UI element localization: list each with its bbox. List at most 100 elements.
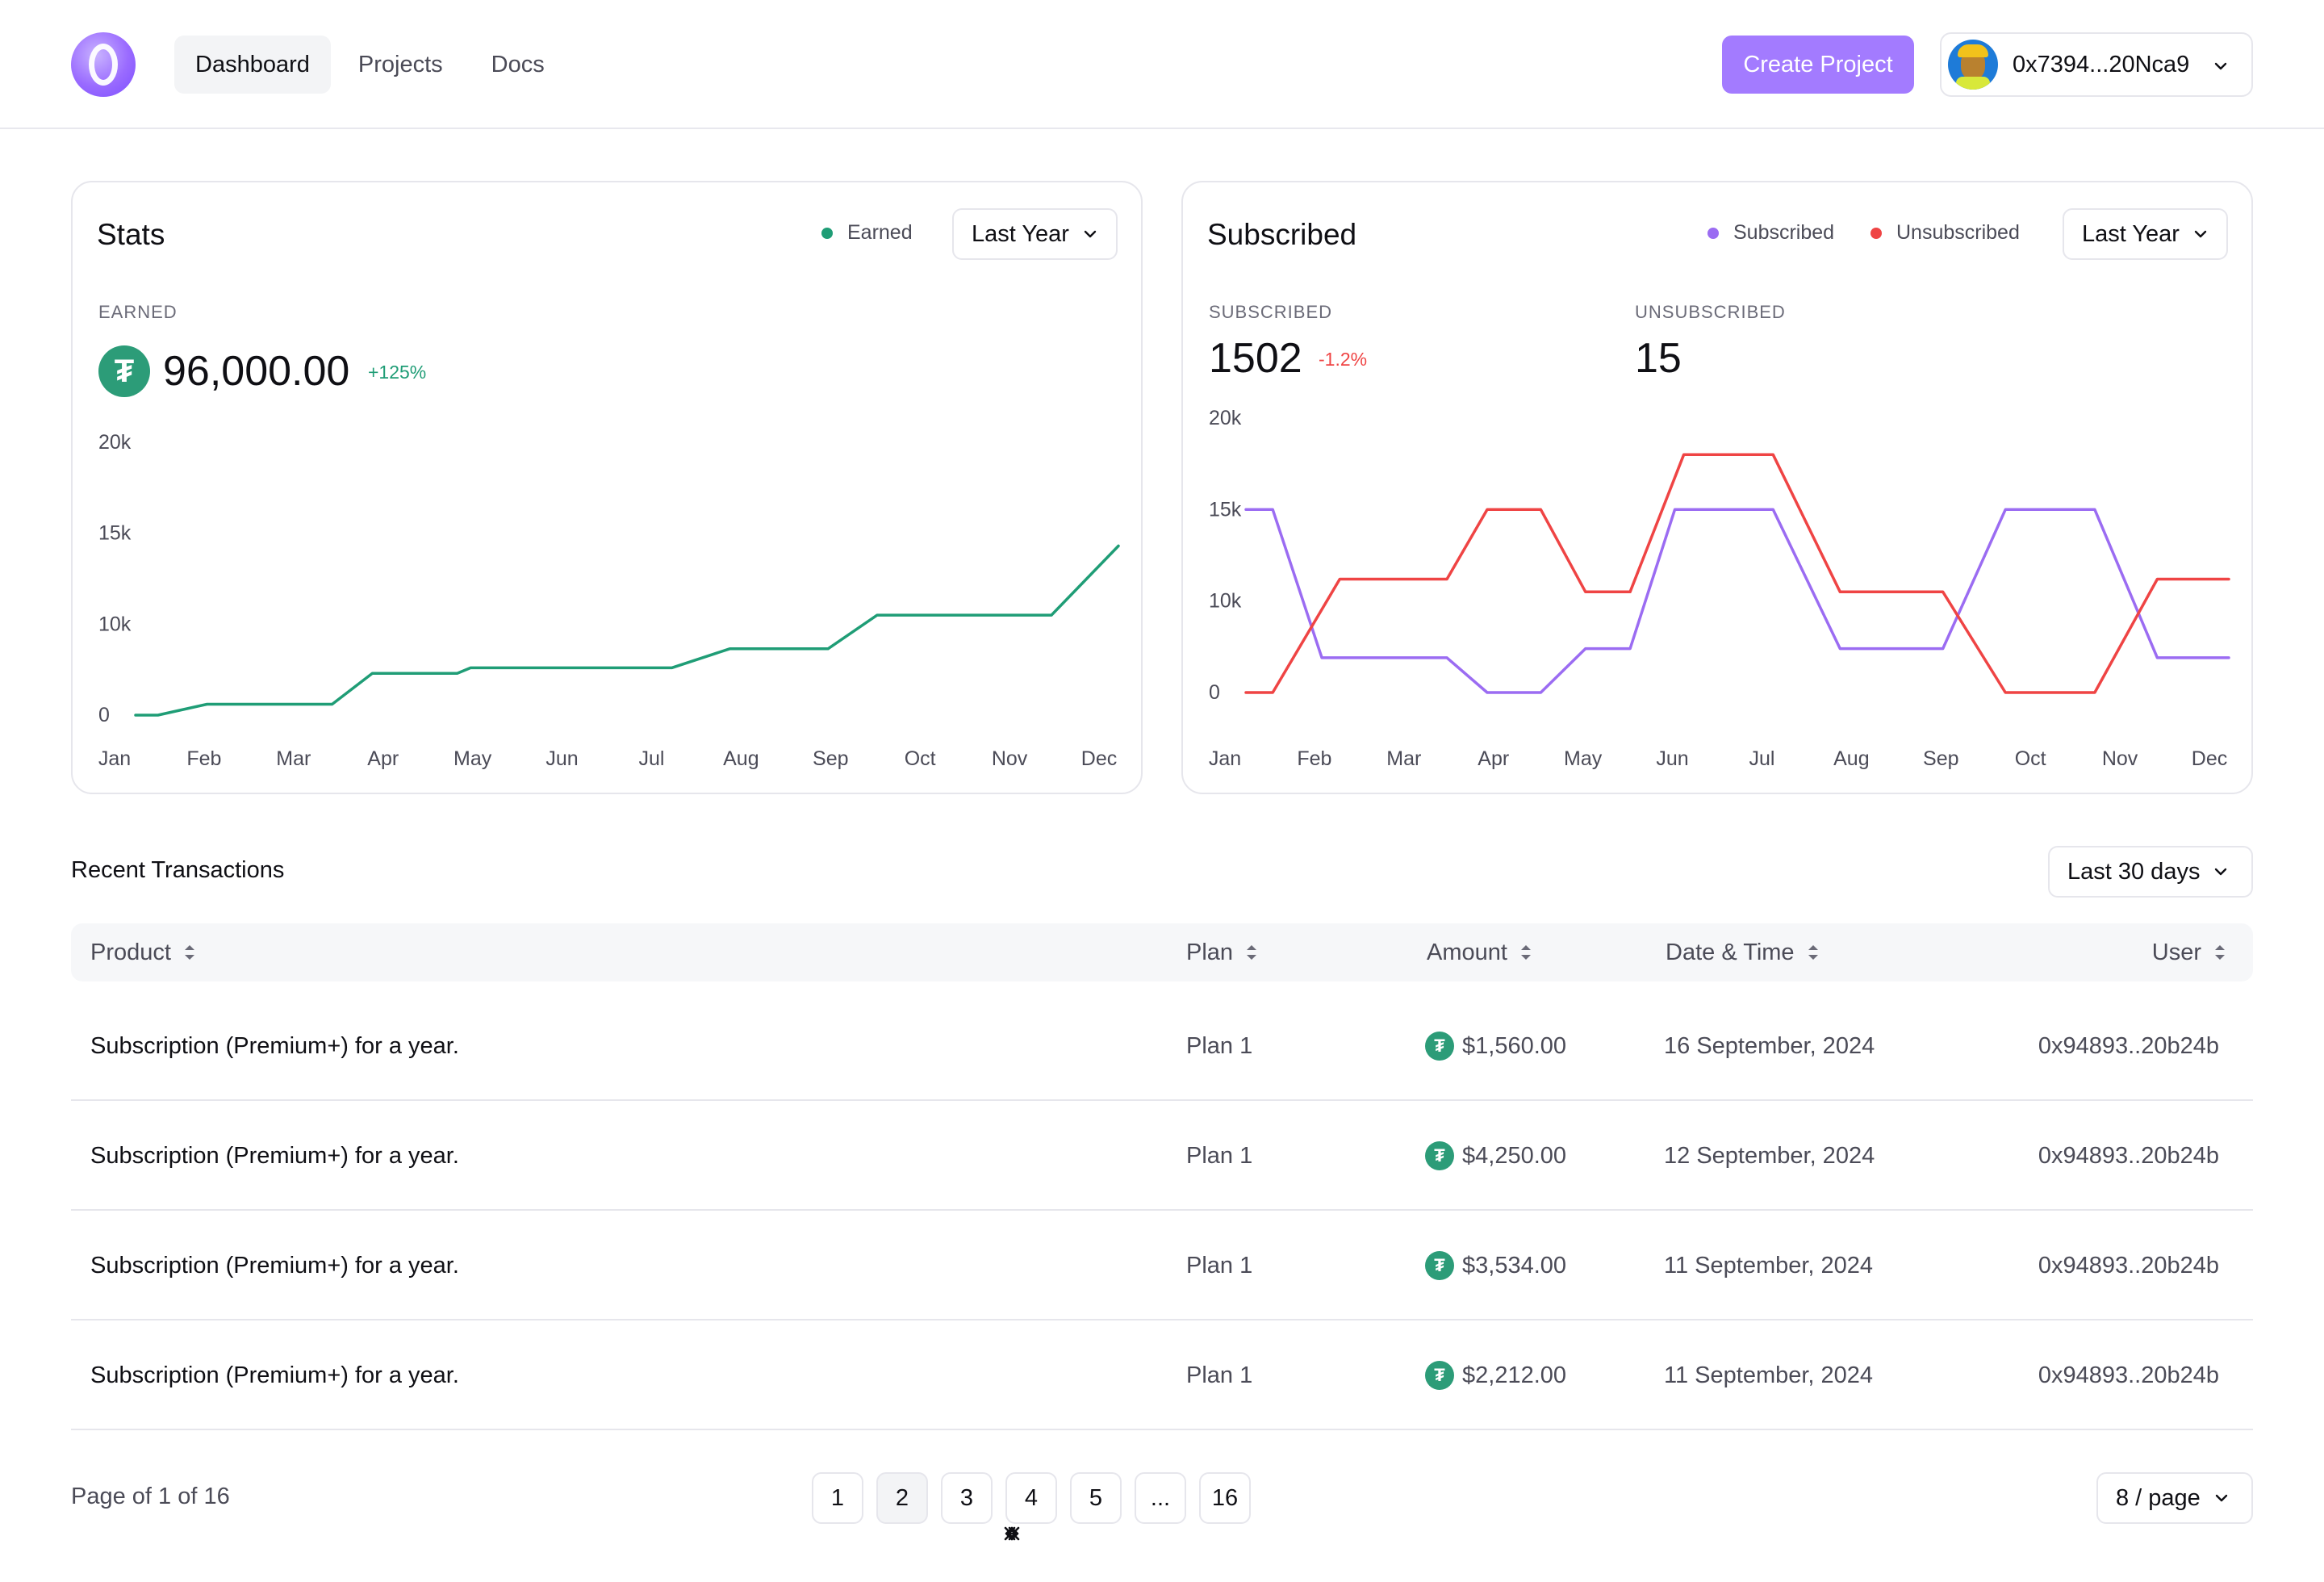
sort-icon (1520, 945, 1531, 960)
earned-chart: 0 10k 15k 20k Jan Feb Mar Apr May Jun Jul Aug Sep Oct… (98, 431, 1120, 770)
cell-amount: ₮ $2,212.00 (1425, 1320, 1566, 1430)
amount-value: $1,560.00 (1462, 1032, 1567, 1059)
subscribed-range-value: Last Year (2082, 220, 2180, 247)
page-info: Page of 1 of 16 (71, 1484, 230, 1509)
column-label: Plan (1186, 939, 1234, 965)
cell-amount: ₮ $1,560.00 (1425, 991, 1566, 1101)
chevron-down-icon (2215, 1494, 2228, 1502)
cell-user: 0x94893..20b24b (2038, 1032, 2219, 1059)
cell-product: Subscription (Premium+) for a year. (90, 1142, 459, 1169)
sort-icon (2215, 945, 2225, 960)
x-tick-label: Sep (813, 747, 848, 770)
legend-dot-icon (1870, 227, 1882, 239)
series-line-unsubscribed (1244, 453, 2230, 694)
per-page-value: 8 / page (2116, 1484, 2201, 1511)
page-ellipsis[interactable]: ... (1135, 1472, 1186, 1524)
stats-range-value: Last Year (972, 220, 1069, 247)
x-tick-label: Feb (1297, 747, 1331, 770)
per-page-select[interactable]: 8 / page (2096, 1472, 2253, 1524)
series-line-subscribed (1244, 508, 2230, 694)
column-date[interactable]: Date & Time (1666, 923, 1820, 981)
table-row[interactable]: Subscription (Premium+) for a year. Plan… (71, 1101, 2253, 1211)
table-row[interactable]: Subscription (Premium+) for a year. Plan… (71, 991, 2253, 1101)
cell-product: Subscription (Premium+) for a year. (90, 1032, 459, 1059)
tether-icon: ₮ (1425, 1141, 1454, 1170)
x-tick-label: Aug (723, 747, 759, 770)
cell-plan: Plan 1 (1186, 1252, 1253, 1279)
create-project-button[interactable]: Create Project (1722, 36, 1914, 94)
chevron-right-icon (1008, 1526, 1017, 1541)
subscribed-title: Subscribed (1207, 218, 1357, 251)
page-button-16[interactable]: 16 (1199, 1472, 1251, 1524)
main-nav: Dashboard Projects Docs (174, 36, 566, 94)
column-user[interactable]: User (2152, 923, 2227, 981)
subscribed-chart: 0 10k 15k 20k Jan Feb Mar Apr May Jun Jul Aug Sep Oct… (1209, 407, 2230, 770)
page-button-2[interactable]: 2 (876, 1472, 928, 1524)
stats-range-select[interactable]: Last Year (952, 208, 1118, 260)
wallet-dropdown[interactable]: 0x7394...20Nca9 (1940, 32, 2253, 97)
stats-card: Stats Earned Last Year EARNED ₮ 96,000.0… (71, 181, 1143, 794)
tether-icon: ₮ (98, 345, 150, 397)
cell-date: 16 September, 2024 (1664, 1032, 1875, 1059)
page-button-1[interactable]: 1 (812, 1472, 863, 1524)
cell-plan: Plan 1 (1186, 1362, 1253, 1388)
subscribed-delta: -1.2% (1319, 349, 1368, 370)
column-label: Product (90, 939, 171, 965)
transactions-range-select[interactable]: Last 30 days (2048, 846, 2253, 898)
legend-dot-icon (1707, 227, 1719, 239)
next-page-button[interactable] (986, 1508, 1038, 1559)
subscribed-value: 1502 (1209, 335, 1302, 382)
table-row[interactable]: Subscription (Premium+) for a year. Plan… (71, 1320, 2253, 1430)
page-button-3[interactable]: 3 (941, 1472, 993, 1524)
table-row[interactable]: Subscription (Premium+) for a year. Plan… (71, 1211, 2253, 1320)
tether-icon: ₮ (1425, 1032, 1454, 1061)
cell-date: 12 September, 2024 (1664, 1142, 1875, 1169)
wallet-address: 0x7394...20Nca9 (2013, 51, 2190, 77)
x-tick-label: Jun (1656, 747, 1688, 770)
column-label: Amount (1427, 939, 1507, 965)
sort-icon (1247, 945, 1257, 960)
page-button-4[interactable]: 4 (1005, 1472, 1057, 1524)
earned-delta: +125% (368, 362, 427, 383)
amount-value: $2,212.00 (1462, 1362, 1567, 1388)
y-tick-label: 15k (1209, 498, 1242, 521)
chevron-down-icon (2194, 230, 2207, 238)
x-tick-label: Feb (186, 747, 221, 770)
unsubscribed-label: UNSUBSCRIBED (1635, 302, 1786, 322)
y-tick-label: 20k (1209, 407, 1242, 429)
app-logo[interactable] (71, 32, 136, 97)
legend-unsubscribed-label: Unsubscribed (1896, 221, 2020, 244)
cell-user: 0x94893..20b24b (2038, 1252, 2219, 1279)
nav-projects[interactable]: Projects (357, 51, 443, 77)
last-page-button[interactable] (986, 1508, 1038, 1559)
column-product[interactable]: Product (90, 923, 197, 981)
page-button-5[interactable]: 5 (1070, 1472, 1122, 1524)
earned-label: EARNED (98, 302, 178, 322)
subscribed-range-select[interactable]: Last Year (2063, 208, 2228, 260)
column-plan[interactable]: Plan (1186, 923, 1259, 981)
avatar (1948, 40, 1998, 90)
chevron-down-icon (2215, 868, 2227, 876)
chevron-down-icon (2214, 62, 2227, 70)
legend-earned-label: Earned (847, 221, 913, 244)
legend-unsubscribed: Unsubscribed (1870, 221, 2020, 245)
x-tick-label: Aug (1833, 747, 1869, 770)
tether-icon: ₮ (1425, 1361, 1454, 1390)
y-tick-label: 15k (98, 522, 132, 545)
pagination: 1 2 3 4 5 ... 16 (812, 1472, 1251, 1541)
nav-docs[interactable]: Docs (491, 51, 545, 77)
x-tick-label: Oct (2015, 747, 2046, 770)
x-tick-label: Nov (992, 747, 1028, 770)
x-tick-label: Mar (1386, 747, 1421, 770)
x-tick-label: Dec (2192, 747, 2227, 770)
x-tick-label: Sep (1923, 747, 1958, 770)
nav-dashboard[interactable]: Dashboard (174, 36, 331, 94)
legend-dot-icon (821, 227, 833, 239)
tether-icon: ₮ (1425, 1251, 1454, 1280)
cell-plan: Plan 1 (1186, 1032, 1253, 1059)
subscribed-card: Subscribed Subscribed Unsubscribed Last … (1181, 181, 2253, 794)
unsubscribed-value: 15 (1635, 335, 1682, 382)
top-header: Dashboard Projects Docs Create Project 0… (0, 0, 2324, 129)
cell-amount: ₮ $4,250.00 (1425, 1101, 1566, 1211)
column-amount[interactable]: Amount (1427, 923, 1533, 981)
